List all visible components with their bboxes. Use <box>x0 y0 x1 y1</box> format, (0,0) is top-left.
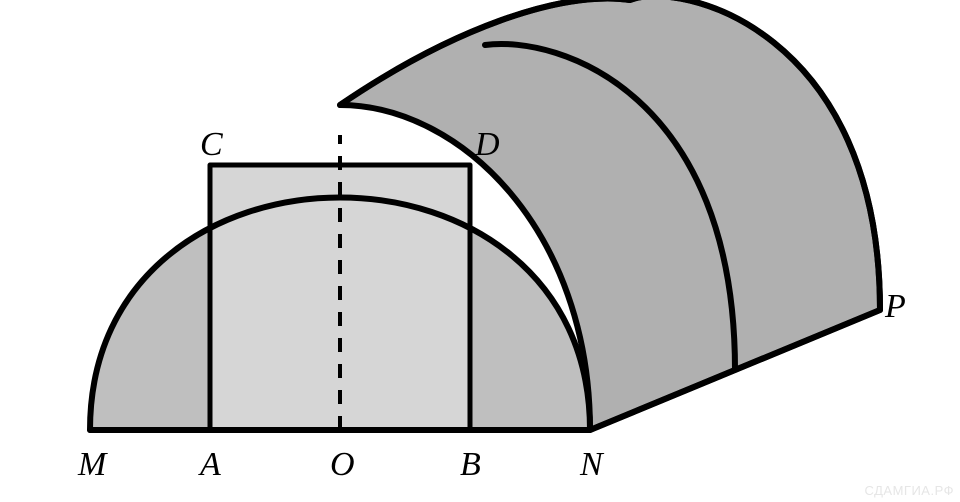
label-N: N <box>580 448 603 482</box>
label-D: D <box>475 128 500 162</box>
diagram-stage: C D M A O B N P СДАМГИА.РФ <box>0 0 960 502</box>
label-P: P <box>885 290 906 324</box>
greenhouse-diagram <box>0 0 960 502</box>
watermark: СДАМГИА.РФ <box>865 483 954 498</box>
label-B: B <box>460 448 481 482</box>
label-A: A <box>200 448 221 482</box>
label-M: M <box>78 448 106 482</box>
label-C: C <box>200 128 223 162</box>
label-O: O <box>330 448 355 482</box>
